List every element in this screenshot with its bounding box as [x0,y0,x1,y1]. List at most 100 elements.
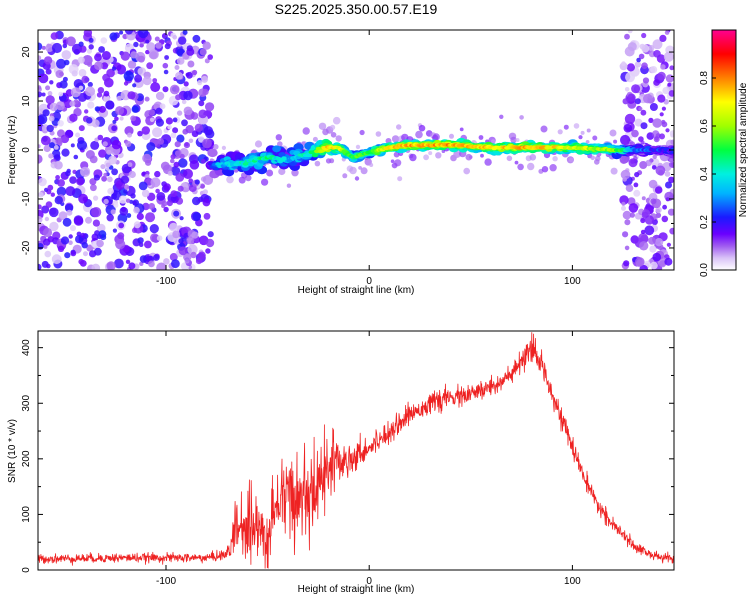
noise-speckle [62,76,68,82]
ridge-halo [369,163,374,167]
noise-speckle [192,212,202,221]
ridge-halo [330,132,337,138]
noise-speckle [91,207,102,218]
ridge-mark [281,156,287,160]
noise-speckle [192,34,201,43]
noise-speckle [137,237,144,244]
noise-speckle [83,30,93,38]
ridge-mark [286,158,293,163]
noise-speckle [156,235,163,241]
noise-speckle [73,154,79,160]
noise-speckle [207,231,214,238]
noise-speckle [107,187,114,195]
ridge-halo [291,169,299,177]
noise-speckle [622,231,629,238]
noise-speckle [76,140,88,151]
noise-speckle [163,183,171,191]
ridge-halo [409,153,417,162]
noise-speckle [664,171,671,177]
noise-speckle [643,93,653,104]
noise-speckle [89,178,97,186]
noise-speckle [663,51,674,62]
noise-speckle [47,91,53,96]
noise-speckle [63,59,70,66]
ridge-halo [459,127,464,132]
noise-speckle [102,73,110,82]
ridge-halo [390,159,395,163]
noise-speckle [635,257,645,267]
ridge-halo [342,173,348,179]
noise-speckle [86,244,94,252]
noise-speckle [627,93,636,102]
noise-speckle [54,160,63,170]
ridge-halo [654,136,659,141]
snr-ylabel: SNR (10 * v/v) [7,419,18,483]
noise-speckle [148,260,155,268]
noise-speckle [90,184,97,192]
ridge-halo [463,167,471,175]
noise-speckle [69,113,78,123]
noise-speckle [127,162,133,168]
noise-speckle [103,172,108,177]
ridge-halo [359,129,365,136]
ridge-halo [480,153,484,158]
noise-speckle [654,238,664,247]
noise-speckle [195,258,203,265]
noise-speckle [156,192,166,201]
noise-speckle [660,64,666,70]
noise-speckle [88,44,94,50]
ridge-halo [662,155,668,162]
snr-panel: -100 0 100 0 100 200 300 400 Height of straight… [7,330,675,595]
noise-speckle [204,58,210,64]
noise-speckle [634,61,642,68]
noise-speckle [194,179,200,185]
noise-speckle [649,103,658,111]
noise-speckle [145,39,150,44]
noise-speckle [38,73,49,84]
noise-speckle [624,33,630,40]
noise-speckle [38,144,41,149]
noise-speckle [155,107,163,115]
noise-speckle [150,177,161,188]
noise-speckle [648,179,658,189]
ridge-halo [609,129,617,137]
noise-speckle [47,236,54,243]
noise-speckle [178,246,188,256]
noise-speckle [46,43,51,48]
noise-speckle [167,124,172,130]
noise-speckle [186,47,195,56]
noise-speckle [125,140,132,147]
noise-speckle [174,150,182,157]
noise-speckle [183,90,193,101]
noise-speckle [144,240,152,249]
noise-speckle [112,119,117,124]
ridge-halo [552,156,558,162]
noise-speckle [114,258,124,269]
noise-speckle [623,123,633,133]
noise-speckle [44,187,49,192]
ridge-halo [645,159,652,167]
noise-speckle [667,82,672,87]
noise-speckle [165,117,173,125]
noise-speckle [198,251,206,260]
noise-speckle [46,263,51,269]
noise-speckle [125,30,133,35]
noise-speckle [62,217,72,227]
noise-speckle [153,254,160,261]
noise-speckle [191,130,199,138]
noise-speckle [634,118,643,127]
noise-speckle [205,248,211,254]
noise-speckle [183,106,193,116]
noise-speckle [169,253,178,261]
noise-speckle [627,42,637,52]
ridge-halo [563,124,569,130]
noise-speckle [83,251,88,257]
noise-speckle [626,63,636,72]
ridge-halo [529,154,537,161]
noise-speckle [45,85,51,91]
noise-speckle [38,114,48,125]
noise-speckle [621,201,626,206]
ridge-halo [375,131,382,137]
noise-speckle [50,32,59,40]
